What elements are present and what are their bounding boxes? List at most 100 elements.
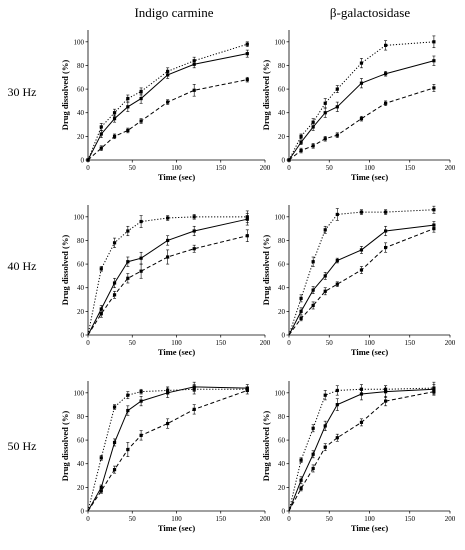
data-point <box>311 120 315 124</box>
series-line <box>87 216 248 336</box>
series-line <box>87 388 248 512</box>
data-point <box>359 268 364 272</box>
data-point <box>192 88 196 92</box>
data-point <box>311 288 315 292</box>
y-tick-label: 100 <box>275 38 286 46</box>
y-tick-label: 20 <box>278 308 286 316</box>
y-tick-label: 20 <box>77 133 85 141</box>
y-tick-label: 100 <box>74 389 85 397</box>
data-point <box>432 227 436 231</box>
y-tick-label: 20 <box>77 484 85 492</box>
data-point <box>311 303 315 308</box>
x-tick-label: 150 <box>216 515 227 523</box>
data-point <box>99 125 103 129</box>
row-label-40hz: 40 Hz <box>8 259 37 273</box>
y-axis-label: Drug dissolved (%) <box>60 60 70 131</box>
y-tick-label: 80 <box>77 237 85 245</box>
data-point <box>99 132 103 136</box>
data-point <box>139 269 143 273</box>
data-point <box>359 420 364 424</box>
y-tick-label: 40 <box>77 460 85 468</box>
x-tick-label: 100 <box>364 164 375 172</box>
data-point <box>384 229 388 233</box>
y-tick-label: 60 <box>77 86 85 94</box>
data-point <box>335 87 339 91</box>
x-tick-label: 200 <box>445 339 456 347</box>
y-tick-label: 80 <box>77 413 85 421</box>
x-tick-label: 50 <box>326 339 334 347</box>
data-point <box>192 385 196 389</box>
data-point <box>432 86 436 90</box>
data-point <box>126 393 130 397</box>
data-point <box>99 485 103 489</box>
data-point <box>323 445 327 449</box>
y-tick-label: 20 <box>278 133 286 141</box>
series-line <box>87 218 248 336</box>
data-point <box>311 466 315 471</box>
data-point <box>384 390 388 394</box>
y-axis-label: Drug dissolved (%) <box>261 235 271 306</box>
data-point <box>245 217 249 221</box>
y-tick-label: 40 <box>278 460 286 468</box>
data-point <box>192 229 196 233</box>
x-tick-label: 100 <box>171 164 182 172</box>
data-point <box>126 447 130 452</box>
y-axis-label: Drug dissolved (%) <box>261 60 271 131</box>
data-point <box>335 212 339 217</box>
data-point <box>311 452 315 456</box>
data-point <box>245 78 249 82</box>
series-dotted <box>87 384 249 512</box>
data-point <box>126 408 130 413</box>
x-axis-label: Time (sec) <box>351 347 389 357</box>
series-line <box>288 387 434 512</box>
x-tick-label: 150 <box>405 515 416 523</box>
data-point <box>384 72 388 76</box>
data-point <box>166 421 170 426</box>
x-tick-label: 200 <box>445 164 456 172</box>
x-axis-label: Time (sec) <box>351 172 389 182</box>
data-point <box>126 96 130 101</box>
series-line <box>87 235 248 336</box>
y-tick-label: 60 <box>77 437 85 445</box>
data-point <box>359 248 364 252</box>
x-tick-label: 100 <box>171 515 182 523</box>
data-point <box>139 89 143 94</box>
y-axis-label: Drug dissolved (%) <box>60 411 70 482</box>
data-point <box>245 388 249 393</box>
row-label-50hz: 50 Hz <box>8 439 37 453</box>
series-line <box>288 60 435 161</box>
data-point <box>323 137 327 141</box>
y-tick-label: 80 <box>278 62 286 70</box>
data-point <box>99 456 103 460</box>
series-line <box>288 228 435 336</box>
y-tick-label: 0 <box>81 508 85 516</box>
data-point <box>112 405 117 409</box>
x-tick-label: 200 <box>260 164 271 172</box>
series-solid <box>87 381 249 512</box>
data-point <box>323 101 327 105</box>
series-dashed <box>87 229 249 336</box>
x-tick-label: 200 <box>260 339 271 347</box>
series-dashed <box>288 224 436 336</box>
x-tick-label: 200 <box>260 515 271 523</box>
row-label-30hz: 30 Hz <box>8 85 37 99</box>
y-tick-label: 60 <box>278 261 286 269</box>
data-point <box>139 119 143 123</box>
y-tick-label: 0 <box>282 508 286 516</box>
series-dashed <box>86 76 249 162</box>
data-point <box>166 255 170 259</box>
series-dotted <box>288 381 436 512</box>
data-point <box>359 117 364 121</box>
data-point <box>432 40 436 44</box>
y-tick-label: 20 <box>77 308 85 316</box>
x-tick-label: 50 <box>129 164 137 172</box>
data-point <box>139 96 143 101</box>
data-point <box>384 245 388 250</box>
series-solid <box>288 221 436 336</box>
y-tick-label: 80 <box>278 237 286 245</box>
data-point <box>299 478 303 482</box>
data-point <box>99 146 103 150</box>
series-solid <box>288 384 436 512</box>
data-point <box>126 105 130 109</box>
